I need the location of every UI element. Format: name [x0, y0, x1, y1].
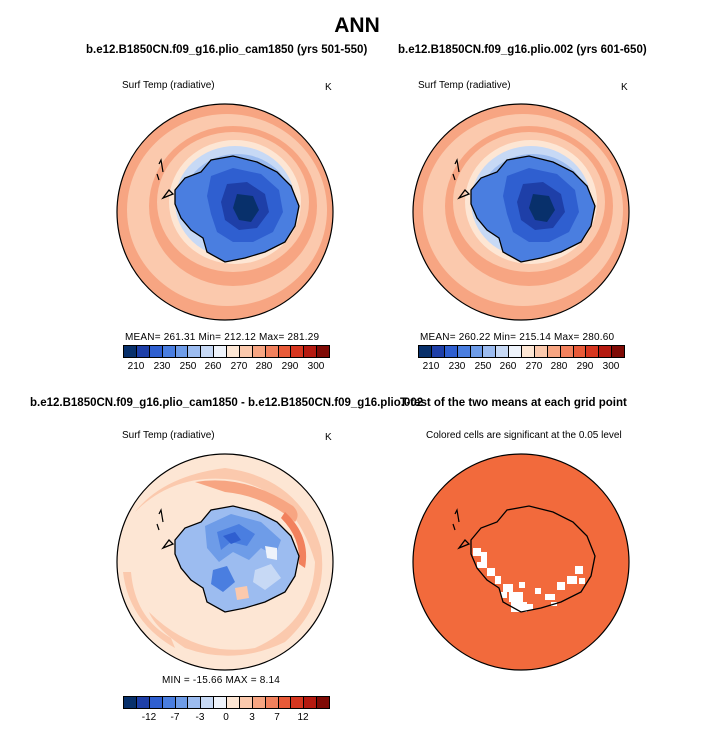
colorbar-swatch	[227, 697, 240, 708]
colorbar-swatch	[214, 697, 227, 708]
colorbar-swatch	[252, 697, 266, 708]
panel-1-unit: K	[325, 82, 332, 93]
colorbar-tick: 0	[223, 712, 229, 723]
colorbar-swatch	[265, 346, 279, 357]
panel-4-title: T-test of the two means at each grid poi…	[400, 397, 627, 409]
colorbar-swatch	[573, 346, 587, 357]
colorbar-tick: 230	[448, 361, 466, 372]
colorbar-swatch	[291, 346, 305, 357]
colorbar-swatch	[201, 346, 215, 357]
colorbar-swatch	[124, 346, 137, 357]
colorbar-tick: 300	[602, 361, 620, 372]
panel-1-title: b.e12.B1850CN.f09_g16.plio_cam1850 (yrs …	[86, 44, 368, 56]
panel-2-stats: MEAN= 260.22 Min= 215.14 Max= 280.60	[420, 332, 615, 343]
colorbar-tick: 270	[230, 361, 248, 372]
colorbar-swatch	[470, 346, 484, 357]
colorbar-swatch	[188, 346, 202, 357]
colorbar-tick: 3	[249, 712, 255, 723]
colorbar-swatch	[317, 346, 329, 357]
colorbar-tick: 300	[307, 361, 325, 372]
colorbar-swatch	[265, 697, 279, 708]
colorbar-swatch	[175, 346, 189, 357]
colorbar-swatch	[136, 697, 150, 708]
colorbar-swatch	[419, 346, 432, 357]
colorbar-tick: -12	[141, 712, 157, 723]
colorbar-tick: 7	[274, 712, 280, 723]
colorbar-swatch	[560, 346, 574, 357]
colorbar-swatch	[612, 346, 624, 357]
colorbar-swatch	[278, 346, 292, 357]
colorbar-swatch	[444, 346, 458, 357]
colorbar-tick: 260	[499, 361, 517, 372]
panel-2-variable: Surf Temp (radiative)	[418, 80, 511, 91]
colorbar-tick: 250	[474, 361, 492, 372]
colorbar-swatch	[136, 346, 150, 357]
colorbar-tick: 260	[204, 361, 222, 372]
colorbar-swatch	[239, 346, 253, 357]
panel-1-map	[116, 103, 334, 321]
colorbar-swatch	[162, 697, 176, 708]
colorbar-swatch	[599, 346, 613, 357]
colorbar-swatch	[304, 697, 318, 708]
colorbar-tick: 12	[297, 712, 309, 723]
colorbar-tick: 250	[179, 361, 197, 372]
colorbar-swatch	[239, 697, 253, 708]
panel-2-map	[412, 103, 630, 321]
colorbar-tick: -3	[195, 712, 205, 723]
colorbar-swatch	[586, 346, 600, 357]
colorbar-swatch	[496, 346, 510, 357]
panel-1-stats: MEAN= 261.31 Min= 212.12 Max= 281.29	[125, 332, 320, 343]
panel-3-unit: K	[325, 432, 332, 443]
colorbar-swatch	[252, 346, 266, 357]
colorbar-tick: 210	[127, 361, 145, 372]
colorbar-swatch	[227, 346, 240, 357]
colorbar-swatch	[188, 697, 202, 708]
colorbar-tick: 280	[550, 361, 568, 372]
colorbar-swatch	[124, 697, 137, 708]
colorbar-swatch	[431, 346, 445, 357]
panel-2-unit: K	[621, 82, 628, 93]
colorbar-swatch	[291, 697, 305, 708]
colorbar-swatch	[149, 697, 163, 708]
colorbar-swatch	[317, 697, 329, 708]
colorbar-swatch	[214, 346, 227, 357]
colorbar-swatch	[162, 346, 176, 357]
panel-4-subtitle: Colored cells are significant at the 0.0…	[426, 430, 622, 441]
colorbar-swatch	[149, 346, 163, 357]
panel-2-title: b.e12.B1850CN.f09_g16.plio.002 (yrs 601-…	[398, 44, 647, 56]
panel-2-colorbar	[418, 345, 625, 358]
colorbar-swatch	[201, 697, 215, 708]
panel-3-map	[116, 453, 334, 671]
panel-3-stats: MIN = -15.66 MAX = 8.14	[162, 675, 280, 686]
figure-title: ANN	[334, 14, 380, 37]
panel-3-title: b.e12.B1850CN.f09_g16.plio_cam1850 - b.e…	[30, 397, 424, 409]
colorbar-tick: 230	[153, 361, 171, 372]
colorbar-swatch	[278, 697, 292, 708]
panel-3-variable: Surf Temp (radiative)	[122, 430, 215, 441]
colorbar-swatch	[547, 346, 561, 357]
panel-1-variable: Surf Temp (radiative)	[122, 80, 215, 91]
panel-3-colorbar	[123, 696, 330, 709]
colorbar-swatch	[534, 346, 548, 357]
colorbar-swatch	[304, 346, 318, 357]
colorbar-swatch	[483, 346, 497, 357]
colorbar-swatch	[457, 346, 471, 357]
panel-4-map	[412, 453, 630, 671]
colorbar-swatch	[175, 697, 189, 708]
colorbar-tick: 290	[281, 361, 299, 372]
colorbar-tick: 290	[576, 361, 594, 372]
colorbar-tick: 210	[422, 361, 440, 372]
colorbar-tick: 270	[525, 361, 543, 372]
colorbar-tick: -7	[170, 712, 180, 723]
panel-1-colorbar	[123, 345, 330, 358]
colorbar-swatch	[522, 346, 535, 357]
colorbar-swatch	[509, 346, 522, 357]
colorbar-tick: 280	[255, 361, 273, 372]
